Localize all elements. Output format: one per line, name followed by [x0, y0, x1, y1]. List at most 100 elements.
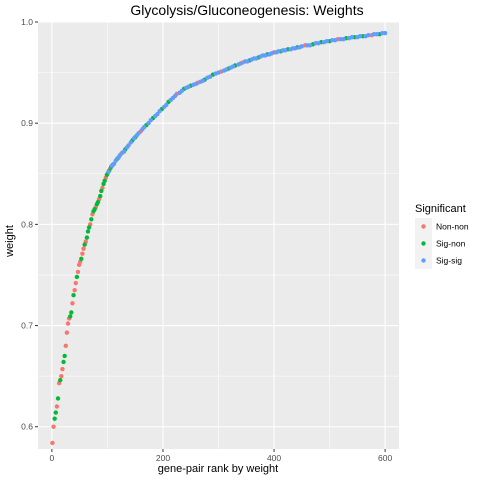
point-sig-sig	[230, 64, 236, 69]
point-sig-sig	[341, 37, 346, 42]
point-sig-sig	[148, 117, 153, 123]
point-sig-non	[68, 314, 73, 319]
y-tick-label: 0.7	[21, 321, 33, 331]
point-sig-non	[58, 377, 63, 383]
point-sig-sig	[216, 70, 221, 75]
point-sig-sig	[121, 149, 127, 154]
point-non-non	[80, 251, 85, 256]
legend: Significant Non-non Sig-non Sig-sig	[415, 203, 469, 269]
point-sig-sig	[131, 136, 137, 141]
data-points	[50, 30, 388, 446]
point-non-non	[63, 343, 68, 348]
point-sig-sig	[349, 34, 354, 40]
point-non-non	[59, 373, 64, 379]
point-sig-non	[86, 225, 92, 230]
legend-marker-sig-non	[421, 241, 426, 246]
legend-marker-non-non	[421, 224, 426, 229]
y-axis-ticks: 0.6 0.7 0.8 0.9 1.0	[21, 17, 38, 432]
x-tick-label: 600	[378, 453, 392, 463]
legend-label-sig-sig: Sig-sig	[436, 256, 462, 266]
point-sig-sig	[106, 169, 111, 174]
point-sig-sig	[224, 67, 229, 72]
legend-marker-sig-sig	[421, 258, 426, 263]
point-non-non	[70, 301, 75, 306]
point-sig-non	[71, 292, 76, 298]
point-sig-non	[99, 188, 104, 194]
point-non-non	[65, 321, 71, 326]
point-sig-non	[62, 353, 67, 359]
point-sig-sig	[374, 31, 379, 37]
y-axis-label: weight	[4, 225, 16, 258]
x-axis-ticks: 0 200 400 600	[50, 449, 392, 463]
point-sig-non	[55, 396, 61, 401]
point-sig-non	[92, 206, 97, 212]
point-sig-sig	[126, 143, 131, 148]
point-sig-non	[85, 229, 91, 234]
legend-items: Non-non Sig-non Sig-sig	[415, 218, 469, 269]
point-sig-sig	[200, 78, 206, 83]
point-sig-sig	[117, 153, 122, 158]
point-sig-sig	[366, 32, 371, 38]
point-sig-sig	[262, 53, 268, 58]
point-sig-sig	[136, 131, 141, 136]
y-tick-label: 0.8	[21, 219, 33, 229]
point-sig-sig	[245, 59, 250, 64]
point-sig-sig	[292, 46, 298, 51]
point-sig-sig	[194, 81, 199, 86]
y-tick-label: 0.6	[21, 422, 33, 432]
point-sig-non	[84, 235, 90, 240]
point-sig-non	[98, 193, 103, 199]
point-non-non	[50, 440, 55, 446]
legend-label-non-non: Non-non	[436, 222, 469, 232]
point-non-non	[81, 246, 86, 251]
point-sig-sig	[324, 39, 329, 44]
point-sig-sig	[282, 48, 288, 53]
x-axis-label: gene-pair rank by weight	[158, 463, 278, 475]
point-sig-non	[52, 416, 57, 421]
point-sig-sig	[179, 88, 185, 94]
point-non-non	[75, 269, 81, 275]
point-sig-sig	[276, 49, 281, 54]
point-sig-non	[53, 410, 58, 415]
point-sig-sig	[299, 44, 305, 49]
point-sig-non	[74, 274, 80, 280]
point-non-non	[51, 424, 56, 429]
point-sig-non	[89, 217, 94, 222]
point-sig-sig	[155, 111, 160, 117]
x-tick-label: 400	[267, 453, 281, 463]
point-sig-sig	[186, 84, 191, 89]
point-sig-sig	[157, 108, 162, 114]
point-sig-non	[61, 359, 66, 365]
point-sig-sig	[316, 41, 321, 46]
point-sig-sig	[382, 30, 388, 36]
point-sig-sig	[164, 102, 169, 108]
major-gridlines	[38, 21, 399, 449]
point-sig-non	[95, 199, 101, 205]
chart-title: Glycolysis/Gluconeogenesis: Weights	[130, 2, 363, 18]
point-sig-sig	[113, 158, 118, 163]
point-sig-sig	[307, 43, 313, 48]
point-non-non	[72, 287, 77, 293]
point-sig-non	[102, 178, 107, 184]
x-tick-label: 0	[50, 453, 55, 463]
point-sig-sig	[128, 140, 133, 145]
point-sig-sig	[332, 38, 338, 43]
y-tick-label: 0.9	[21, 118, 33, 128]
point-non-non	[60, 366, 65, 372]
point-sig-sig	[254, 56, 259, 61]
point-sig-sig	[172, 93, 178, 99]
point-sig-sig	[146, 120, 151, 126]
point-sig-non	[69, 310, 74, 315]
point-non-non	[64, 330, 70, 335]
legend-title: Significant	[415, 203, 466, 215]
y-tick-label: 1.0	[21, 17, 33, 27]
point-sig-non	[79, 256, 84, 261]
point-sig-non	[82, 242, 87, 247]
point-sig-sig	[269, 51, 275, 56]
x-tick-label: 200	[156, 453, 170, 463]
point-non-non	[54, 404, 60, 409]
point-sig-sig	[238, 61, 243, 66]
point-non-non	[73, 280, 78, 286]
